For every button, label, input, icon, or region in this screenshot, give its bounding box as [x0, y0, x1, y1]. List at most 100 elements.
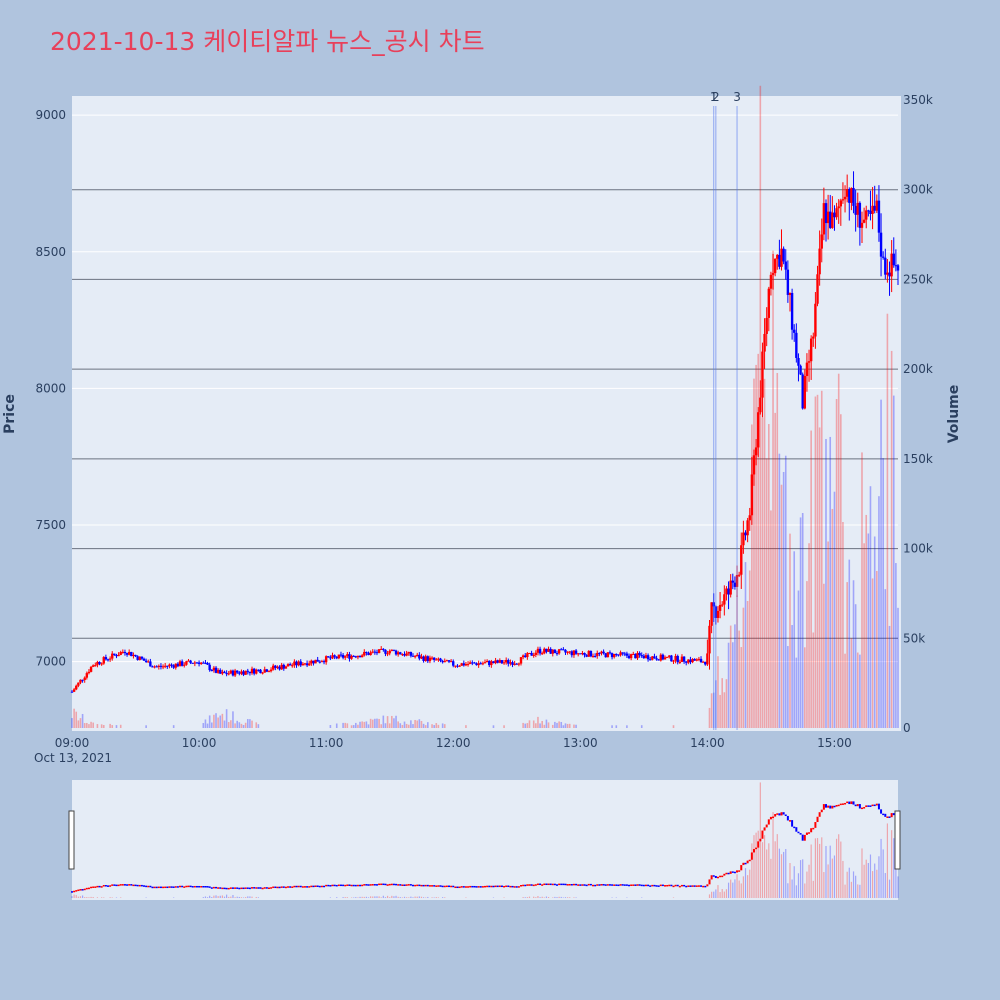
mini-candle [356, 884, 359, 887]
mini-volume-bar [715, 889, 717, 898]
mini-volume-bar [810, 844, 812, 898]
range-slider-left-handle[interactable] [68, 810, 75, 870]
candle-body [401, 654, 404, 656]
mini-candle [615, 884, 618, 886]
mini-candle [462, 886, 465, 888]
mini-candle [464, 886, 467, 888]
candle-body [335, 656, 338, 659]
candle-body [435, 659, 438, 661]
mini-volume-bar [846, 871, 848, 898]
candle-body [786, 269, 790, 295]
volume-bar [804, 647, 806, 728]
mini-candle [674, 884, 677, 887]
mini-candle [791, 820, 794, 827]
candle-body [403, 654, 406, 656]
candle-body [136, 656, 139, 660]
mini-volume-bar [772, 812, 774, 898]
candle-body [733, 582, 737, 587]
volume-bar [897, 607, 899, 728]
volume-bar [359, 721, 361, 728]
volume-bar [79, 718, 82, 728]
candle-body [765, 317, 768, 334]
candle-body [596, 652, 599, 656]
mini-candle [98, 885, 101, 888]
mini-volume-bar [370, 896, 372, 898]
range-slider-right-handle[interactable] [894, 810, 901, 870]
candle-body [521, 655, 525, 658]
mini-volume-bar [416, 896, 418, 898]
mini-candle [534, 884, 537, 886]
candle-body [132, 654, 135, 657]
mini-candle [477, 886, 480, 888]
mini-candle [225, 887, 228, 890]
candle-body [691, 659, 694, 663]
mini-candle [767, 819, 770, 825]
mini-candle [568, 883, 571, 886]
mini-candle [892, 813, 895, 816]
range-slider[interactable] [72, 780, 898, 900]
mini-candle [310, 885, 313, 888]
candle-body [284, 666, 288, 669]
volume-bar [560, 721, 563, 728]
mini-candle [369, 884, 372, 886]
candle-body [718, 604, 722, 611]
mini-candle [890, 813, 893, 818]
candle-body [115, 654, 118, 657]
volume-bar [723, 692, 726, 728]
volume-bar [541, 720, 543, 728]
mini-volume-bar [869, 854, 872, 898]
candle-body [462, 663, 466, 666]
volume-bar [378, 718, 380, 728]
mini-candle [215, 886, 218, 889]
mini-volume-bar [418, 896, 420, 898]
volume-bar [230, 720, 232, 728]
mini-volume-bar [569, 897, 571, 898]
candle-body [193, 662, 197, 664]
mini-volume-bar [230, 896, 232, 898]
volume-bar [492, 725, 495, 728]
volume-bar [223, 720, 226, 728]
mini-candle [697, 885, 700, 887]
candle-body [373, 651, 377, 653]
mini-candle [744, 862, 747, 865]
mini-candle [176, 886, 179, 888]
volume-bar [564, 723, 567, 728]
candle-body [642, 655, 646, 659]
mini-candle [630, 884, 633, 886]
candle-body [430, 657, 434, 659]
mini-volume-bar [410, 896, 412, 898]
mini-volume-bar [825, 845, 827, 898]
mini-volume-bar [249, 896, 251, 898]
volume-bar [742, 607, 745, 728]
candle-body [252, 668, 256, 674]
mini-candle [367, 884, 370, 886]
candle-body [199, 662, 203, 664]
candle-body [426, 656, 430, 662]
candle-body [488, 660, 491, 666]
candle-body [288, 664, 292, 666]
mini-volume-bar [391, 895, 393, 898]
mini-candle [104, 885, 107, 887]
mini-candle [623, 884, 626, 886]
mini-volume-bar [84, 897, 86, 898]
mini-volume-bar [888, 879, 891, 898]
volume-bar [793, 551, 796, 728]
volume-bar [850, 638, 853, 728]
candle-body [89, 666, 93, 672]
mini-candle [672, 885, 675, 888]
mini-volume-bar [427, 896, 429, 898]
candle-body [428, 657, 432, 662]
volume-bar [797, 590, 800, 728]
mini-candle [363, 884, 366, 886]
mini-volume-bar [393, 896, 395, 898]
volume-bar [799, 517, 802, 728]
mini-candle [299, 885, 302, 888]
mini-candle [242, 887, 245, 890]
candle-body [665, 656, 669, 658]
mini-candle [858, 804, 861, 809]
mini-candle [846, 801, 849, 804]
mini-candle [189, 885, 192, 888]
volume-bar [204, 719, 207, 728]
volume-bar [236, 720, 238, 728]
volume-bar [810, 430, 812, 728]
